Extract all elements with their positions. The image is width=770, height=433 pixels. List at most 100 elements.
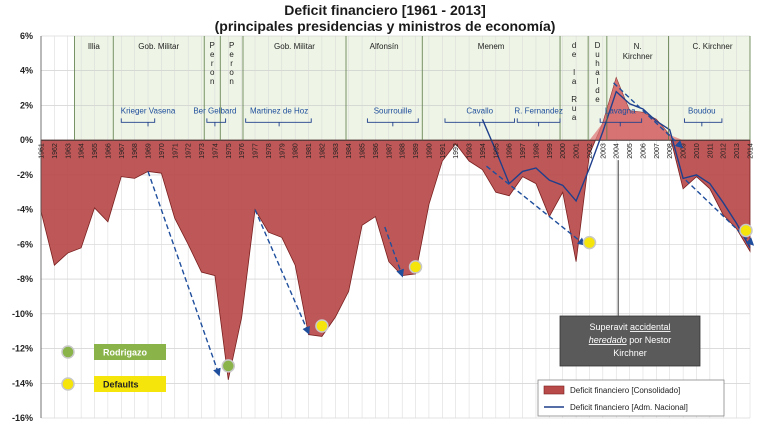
x-tick-label: 2009: [681, 143, 688, 159]
era-label-char: e: [572, 50, 577, 59]
callout-text: por Nestor: [627, 335, 672, 345]
trend-arrow: [486, 165, 586, 246]
era-label-char: e: [210, 50, 215, 59]
x-tick-label: 1968: [132, 143, 139, 159]
x-tick-label: 1969: [146, 143, 153, 159]
x-tick-label: 1972: [186, 143, 193, 159]
callout-line-3: Kirchner: [613, 348, 647, 358]
x-tick-label: 1965: [92, 143, 99, 159]
y-tick-label: -6%: [17, 239, 33, 249]
x-tick-label: 1966: [105, 143, 112, 159]
minister-label: Martinez de Hoz: [250, 106, 308, 115]
chart-title: Deficit financiero [1961 - 2013]: [284, 2, 486, 18]
x-tick-label: 1967: [119, 143, 126, 159]
x-tick-label: 2014: [748, 143, 755, 159]
series-adm-nacional-line: [481, 90, 751, 249]
x-tick-label: 2012: [721, 143, 728, 159]
era-label-char: e: [229, 50, 234, 59]
era-label-char: a: [572, 113, 577, 122]
x-tick-label: 1981: [306, 143, 313, 159]
x-tick-label: 2005: [627, 143, 634, 159]
minister-label: Cavallo: [466, 106, 493, 115]
marker-legend-box: [94, 376, 166, 392]
x-tick-label: 1961: [39, 143, 46, 159]
legend-label-consolidado: Deficit financiero [Consolidado]: [570, 386, 680, 395]
minister-brackets: Krieger Vasena Ber Gelbard Martinez de Hoz…: [121, 106, 723, 127]
x-tick-label: 1989: [413, 143, 420, 159]
x-tick-label: 1978: [266, 143, 273, 159]
minister-bracket: [599, 118, 643, 123]
x-tick-label: 1977: [253, 143, 260, 159]
legend-frame: [537, 379, 725, 417]
x-tick-label: 1983: [333, 143, 340, 159]
x-tick-label: 1979: [279, 143, 286, 159]
minister-bracket: [684, 118, 723, 123]
x-tick-label: 2003: [600, 143, 607, 159]
x-tick-label: 1970: [159, 143, 166, 159]
era-label-char: u: [572, 104, 576, 113]
x-tick-label: 2006: [640, 143, 647, 159]
x-tick-label: 1997: [520, 143, 527, 159]
x-tick-label: 2008: [667, 143, 674, 159]
x-tick-label: 1999: [547, 143, 554, 159]
callout-text: heredado: [589, 335, 627, 345]
minister-bracket: [366, 118, 419, 123]
x-tick-label: 1980: [293, 143, 300, 159]
minister-label: R. Fernandez: [514, 106, 562, 115]
plot-area: [40, 76, 751, 380]
era-label-char: d: [572, 41, 576, 50]
era-label: N.: [634, 42, 642, 51]
series-consolidado-surplus: [589, 77, 684, 141]
chart-subtitle: (principales presidencias y ministros de…: [215, 18, 556, 34]
legend-swatch-consolidado: [543, 385, 565, 395]
callout-line-1: Superavit accidental: [589, 322, 670, 332]
marker-legend-label: Rodrigazo: [103, 348, 148, 358]
minister-bracket: [245, 118, 312, 123]
x-tick-label: 1998: [533, 143, 540, 159]
trend-arrow: [384, 226, 404, 278]
x-tick-label: 1991: [440, 143, 447, 159]
x-tick-label: 1990: [426, 143, 433, 159]
callout-background: [559, 315, 701, 367]
x-tick-label: 2001: [574, 143, 581, 159]
y-axis: 6% 4% 2% 0% -2% -4% -6% -8% -10% -12% -14% -16%: [12, 31, 42, 423]
era-label: Menem: [478, 42, 505, 51]
era-label-char: a: [595, 68, 600, 77]
era-label-char: u: [595, 50, 599, 59]
default-marker: [315, 319, 329, 333]
y-tick-label: -2%: [17, 170, 33, 180]
era-label-char: h: [595, 59, 599, 68]
marker-legend-label: Defaults: [103, 380, 139, 390]
x-tick-label: 1992: [453, 143, 460, 159]
marker-legend: Rodrigazo Defaults: [61, 344, 166, 392]
default-marker: [408, 260, 423, 274]
x-tick-label: 1973: [199, 143, 206, 159]
x-tick-label: 1995: [493, 143, 500, 159]
era-label-char: P: [229, 41, 234, 50]
era-label: Alfonsín: [370, 42, 399, 51]
minister-bracket: [444, 118, 516, 123]
x-tick-label: 1996: [507, 143, 514, 159]
y-tick-label: -16%: [12, 413, 33, 423]
era-label: Gob. Militar: [274, 42, 315, 51]
y-tick-label: -4%: [17, 205, 33, 215]
x-tick-label: 1963: [65, 143, 72, 159]
era-label-char: R: [571, 95, 577, 104]
x-axis: 1961 1962 1963 1964 1965 1966 1967 1968 1969 1970…: [39, 143, 755, 159]
x-tick-label: 1994: [480, 143, 487, 159]
marker-legend-dot: [61, 345, 75, 359]
era-label-char: D: [595, 41, 601, 50]
marker-legend-dot: [61, 377, 75, 391]
x-tick-label: 1985: [360, 143, 367, 159]
x-tick-label: 1964: [79, 143, 86, 159]
default-marker: [582, 235, 597, 250]
minister-label: Ber Gelbard: [193, 106, 236, 115]
era-label-char: n: [229, 77, 233, 86]
minister-label: Krieger Vasena: [121, 106, 176, 115]
era-label-char: l: [573, 68, 575, 77]
x-tick-label: 1993: [467, 143, 474, 159]
x-tick-label: 1971: [172, 143, 179, 159]
rodrigazo-marker: [221, 359, 236, 373]
x-tick-label: 2010: [694, 143, 701, 159]
